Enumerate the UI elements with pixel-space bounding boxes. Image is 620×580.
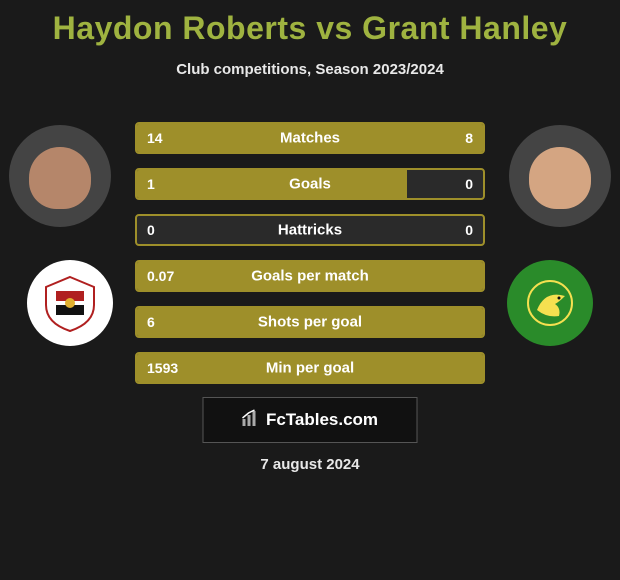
stat-label: Matches	[137, 130, 483, 147]
branding-label: FcTables.com	[266, 410, 378, 430]
club-left-badge	[27, 260, 113, 346]
club-crest-icon	[525, 278, 575, 328]
stat-row: 6Shots per goal	[135, 306, 485, 338]
stat-row: 0Hattricks0	[135, 214, 485, 246]
stat-label: Min per goal	[137, 360, 483, 377]
branding-badge: FcTables.com	[203, 397, 418, 443]
player-left-avatar	[9, 125, 111, 227]
page-title: Haydon Roberts vs Grant Hanley	[0, 0, 620, 47]
stats-container: 14Matches81Goals00Hattricks00.07Goals pe…	[135, 122, 485, 398]
page-subtitle: Club competitions, Season 2023/2024	[0, 61, 620, 78]
player-right-avatar	[509, 125, 611, 227]
date-label: 7 august 2024	[0, 456, 620, 473]
stat-row: 1593Min per goal	[135, 352, 485, 384]
stat-label: Hattricks	[137, 222, 483, 239]
face-placeholder-icon	[29, 147, 90, 208]
stat-value-right: 0	[465, 176, 473, 192]
stat-row: 14Matches8	[135, 122, 485, 154]
stat-label: Shots per goal	[137, 314, 483, 331]
stat-row: 0.07Goals per match	[135, 260, 485, 292]
chart-icon	[242, 409, 260, 432]
stat-value-right: 8	[465, 130, 473, 146]
face-placeholder-icon	[529, 147, 590, 208]
stat-row: 1Goals0	[135, 168, 485, 200]
stat-label: Goals per match	[137, 268, 483, 285]
club-right-badge	[507, 260, 593, 346]
stat-value-right: 0	[465, 222, 473, 238]
club-crest-icon	[40, 273, 100, 333]
stat-label: Goals	[137, 176, 483, 193]
